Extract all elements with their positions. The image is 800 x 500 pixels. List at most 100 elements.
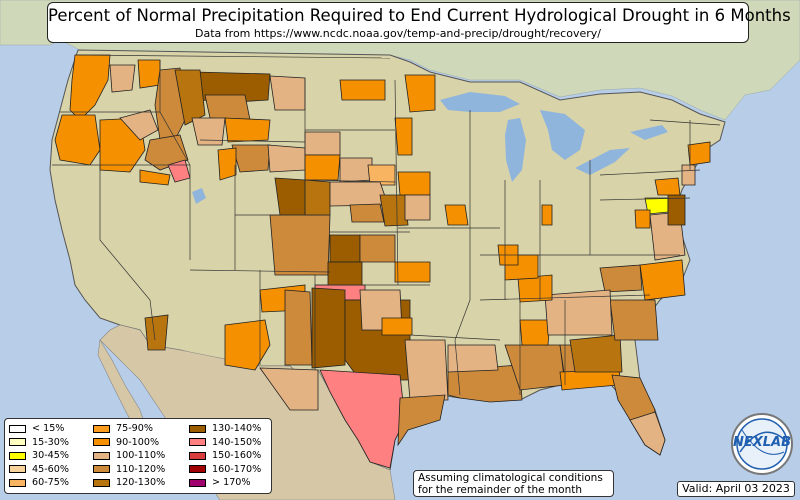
region-nj — [687, 141, 711, 166]
border-mississippi — [454, 110, 471, 396]
legend-label: 120-130% — [116, 477, 166, 489]
legend-label: 75-90% — [116, 423, 153, 435]
logo-text: NEXLAB — [732, 435, 792, 450]
border-plains-e — [394, 79, 399, 286]
valid-date: Valid: April 03 2023 — [677, 481, 795, 497]
region-ne-wa — [137, 59, 161, 89]
border-ca-nv — [99, 165, 156, 341]
note-line-1: Assuming climatological conditions — [418, 472, 603, 484]
legend-item: 30-45% — [9, 449, 69, 463]
legend-label: 60-75% — [32, 477, 69, 489]
border-id-mt — [159, 60, 191, 166]
legend-label: < 15% — [32, 423, 65, 435]
region-nv-n — [139, 169, 171, 186]
region-ne-central — [349, 203, 385, 223]
legend-item: 90-100% — [93, 436, 165, 450]
legend-swatch — [93, 465, 110, 474]
title-box: Percent of Normal Precipitation Required… — [47, 2, 791, 43]
region-la-n — [447, 344, 499, 373]
region-mt-sw — [191, 117, 226, 146]
legend-item: 130-140% — [189, 422, 261, 436]
region-co — [269, 214, 331, 276]
border-sd-ne — [304, 179, 396, 183]
region-ia-w — [397, 171, 431, 196]
region-mn-n — [404, 74, 436, 113]
assumption-note: Assuming climatological conditions for t… — [413, 470, 614, 497]
region-sd-east — [339, 157, 373, 183]
legend-swatch — [189, 424, 206, 433]
note-line-2: for the remainder of the month — [418, 484, 583, 496]
legend-swatch — [189, 478, 206, 487]
region-nm — [284, 289, 313, 366]
region-az-west — [224, 319, 271, 371]
legend-swatch — [9, 451, 26, 460]
legend-swatch — [93, 478, 110, 487]
border-pa-ny — [599, 169, 701, 176]
region-in — [541, 204, 553, 226]
region-wy-ne — [267, 144, 306, 173]
region-ky-c — [517, 274, 553, 303]
mexico-landmass — [99, 324, 396, 500]
region-ks-sw — [327, 261, 363, 286]
lake-huron — [540, 110, 585, 160]
legend-item: 140-150% — [189, 436, 261, 450]
region-wy-s — [274, 177, 306, 216]
region-ia-e — [444, 204, 469, 226]
legend-label: 45-60% — [32, 463, 69, 475]
legend-label: 100-110% — [116, 450, 166, 462]
region-nm-e — [311, 287, 346, 369]
great-salt-lake — [192, 188, 206, 204]
border-pa-md — [599, 197, 691, 201]
region-ga — [569, 334, 623, 373]
legend-item: 60-75% — [9, 476, 69, 490]
region-sd-central — [304, 154, 341, 181]
logo-globe — [736, 418, 788, 470]
region-de — [667, 194, 686, 226]
region-sd-w — [304, 131, 341, 156]
map-title: Percent of Normal Precipitation Required… — [48, 6, 791, 25]
legend-label: 140-150% — [212, 436, 262, 448]
legend-swatch — [93, 424, 110, 433]
legend-item: 45-60% — [9, 463, 69, 477]
region-co-east — [304, 179, 331, 216]
region-ks — [329, 234, 361, 263]
legend-column-3: 130-140% 140-150% 150-160% 160-170% > 170% — [189, 422, 261, 490]
legend-swatch — [9, 438, 26, 447]
region-ks-se — [394, 261, 431, 283]
legend-label: 110-120% — [116, 463, 166, 475]
legend-label: 30-45% — [32, 450, 69, 462]
logo-arc-2 — [741, 429, 785, 455]
legend-swatch — [189, 451, 206, 460]
region-sd-se — [367, 164, 396, 186]
border-ar-la — [409, 334, 501, 341]
state-borders — [52, 54, 721, 396]
region-ny-e — [681, 164, 696, 186]
legend-item: < 15% — [9, 422, 69, 436]
region-wi — [394, 117, 413, 156]
border-row-1 — [77, 54, 391, 59]
legend-column-2: 75-90% 90-100% 100-110% 110-120% 120-130% — [93, 422, 165, 490]
lake-michigan — [505, 118, 526, 182]
region-ok-e — [381, 317, 413, 336]
legend-swatch — [93, 451, 110, 460]
legend-item: 15-30% — [9, 436, 69, 450]
legend-item: 150-160% — [189, 449, 261, 463]
region-al-n — [519, 319, 551, 346]
legend-label: > 170% — [212, 477, 251, 489]
region-wa-se — [109, 64, 136, 93]
region-ne — [329, 181, 389, 207]
region-ne-se — [379, 194, 409, 227]
legend-swatch — [9, 478, 26, 487]
region-ks-e — [359, 234, 396, 263]
nexlab-logo: NEXLAB — [731, 413, 793, 475]
legend-column-1: < 15% 15-30% 30-45% 45-60% 60-75% — [9, 422, 69, 490]
legend-swatch — [189, 438, 206, 447]
region-tn-ky — [544, 289, 613, 336]
legend-item: 100-110% — [93, 449, 165, 463]
region-mt-central — [204, 94, 251, 121]
border-mt-wy — [199, 139, 306, 143]
lake-erie — [575, 148, 630, 175]
nexlab-logo-graphic — [731, 413, 793, 475]
region-tx-w — [259, 367, 319, 411]
